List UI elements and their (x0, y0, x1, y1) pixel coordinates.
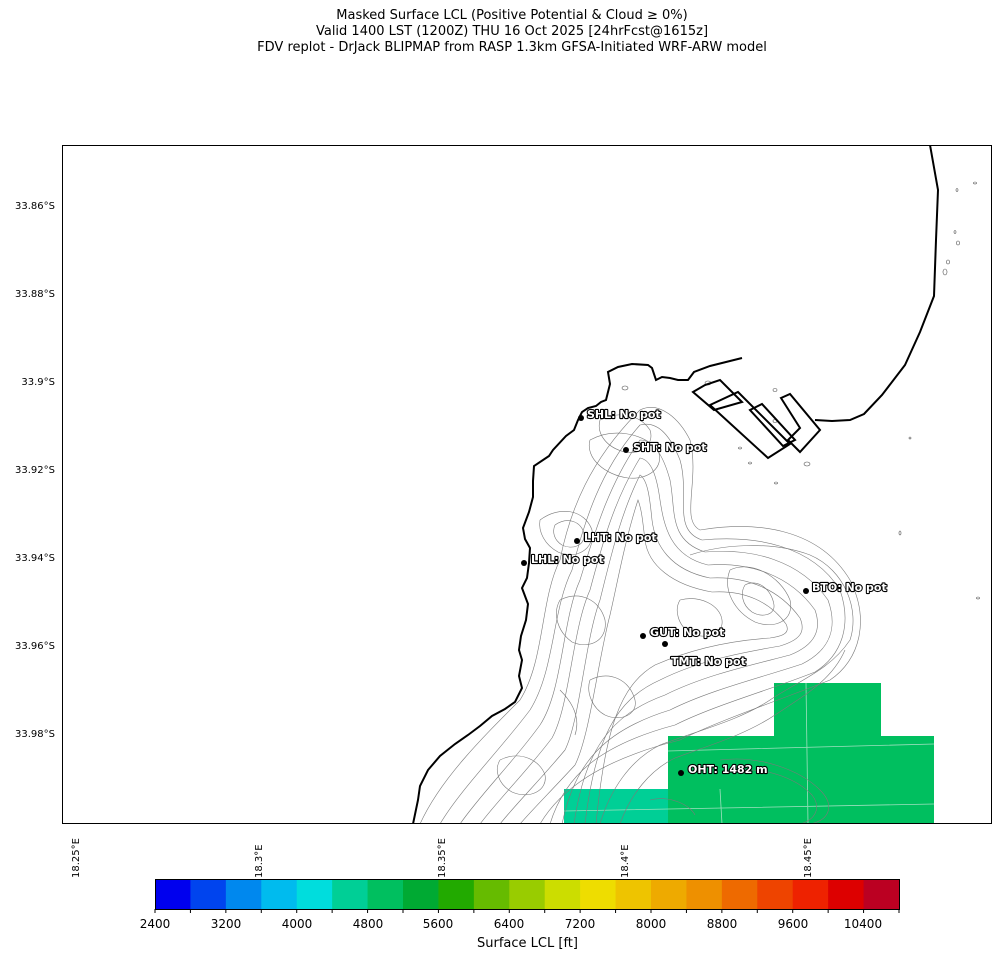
site-marker-tmt (662, 641, 668, 647)
colorbar-segment (332, 879, 369, 909)
colorbar-segment (828, 879, 865, 909)
colorbar-tick-label: 2400 (139, 917, 171, 931)
title-line-3: FDV replot - DrJack BLIPMAP from RASP 1.… (257, 40, 767, 55)
title-line-1: Masked Surface LCL (Positive Potential &… (336, 8, 688, 23)
lat-label: 33.9°S (21, 377, 55, 388)
offshore-rocks (621, 181, 980, 600)
colorbar-tick-label: 10400 (843, 917, 883, 931)
colorbar-segment (367, 879, 404, 909)
colorbar-segment (155, 879, 191, 909)
lat-label: 33.92°S (15, 465, 55, 476)
site-label-lhl: LHL: No pot (531, 553, 604, 566)
lat-label: 33.94°S (15, 553, 55, 564)
colorbar-segment (651, 879, 687, 909)
colorbar-tick-label: 3200 (210, 917, 242, 931)
grid-faint-lines (563, 682, 935, 824)
lcl-cell-green-1 (668, 736, 934, 824)
site-label-oht: OHT: 1482 m (688, 763, 768, 776)
site-marker-sht (623, 447, 629, 453)
site-label-lht: LHT: No pot (584, 531, 657, 544)
lat-label: 33.86°S (15, 201, 55, 212)
colorbar-ticks (154, 909, 900, 913)
lcl-cell-green-2 (774, 683, 881, 738)
colorbar-segment (721, 879, 758, 909)
coastline-east (814, 145, 940, 423)
site-labels: SHL: No pot SHT: No pot LHT: No pot LHL:… (530, 407, 888, 777)
site-label-sht: SHT: No pot (633, 441, 707, 454)
harbour-outlines (691, 378, 822, 460)
title-line-2: Valid 1400 LST (1200Z) THU 16 Oct 2025 [… (315, 24, 709, 39)
colorbar-segment (225, 879, 262, 909)
site-label-shl: SHL: No pot (587, 408, 661, 421)
colorbar-frame (155, 879, 900, 910)
colorbar-segment (544, 879, 581, 909)
map-frame (62, 145, 992, 824)
colorbar-segment (580, 879, 617, 909)
colorbar-segment (686, 879, 723, 909)
site-label-tmt: TMT: No pot (671, 655, 746, 668)
site-label-bto: BTO: No pot (812, 581, 887, 594)
map-title: Masked Surface LCL (Positive Potential &… (0, 8, 1001, 56)
site-marker-lhl (521, 560, 527, 566)
lat-label: 33.96°S (15, 641, 55, 652)
colorbar-tick-label: 5600 (422, 917, 454, 931)
colorbar-segments (155, 879, 900, 909)
colorbar-segment (296, 879, 333, 909)
site-marker-lht (574, 538, 580, 544)
site-label-gut: GUT: No pot (650, 626, 724, 639)
site-marker-bto (803, 588, 809, 594)
colorbar-tick-label: 8000 (635, 917, 667, 931)
colorbar-label: Surface LCL [ft] (477, 936, 578, 951)
colorbar-tick-label: 4000 (281, 917, 313, 931)
site-marker-gut (640, 633, 646, 639)
colorbar-segment (615, 879, 652, 909)
colorbar-segment (403, 879, 439, 909)
terrain-contours (419, 407, 861, 824)
lat-label: 33.98°S (15, 729, 55, 740)
colorbar-tick-label: 8800 (706, 917, 738, 931)
colorbar-segment (473, 879, 510, 909)
site-marker-oht (678, 770, 684, 776)
colorbar-segment (757, 879, 794, 909)
lat-label: 33.88°S (15, 289, 55, 300)
colorbar-segment (509, 879, 546, 909)
colorbar-segment (792, 879, 829, 909)
coastline (412, 357, 743, 824)
colorbar-tick-label: 6400 (493, 917, 525, 931)
colorbar-tick-label: 4800 (352, 917, 384, 931)
colorbar-segment (261, 879, 298, 909)
colorbar-tick-label: 7200 (564, 917, 596, 931)
colorbar-segment (863, 879, 900, 909)
colorbar-tick-label: 9600 (777, 917, 809, 931)
colorbar-segment (190, 879, 227, 909)
colorbar-segment (438, 879, 475, 909)
site-markers (521, 415, 809, 776)
site-marker-shl (578, 415, 584, 421)
